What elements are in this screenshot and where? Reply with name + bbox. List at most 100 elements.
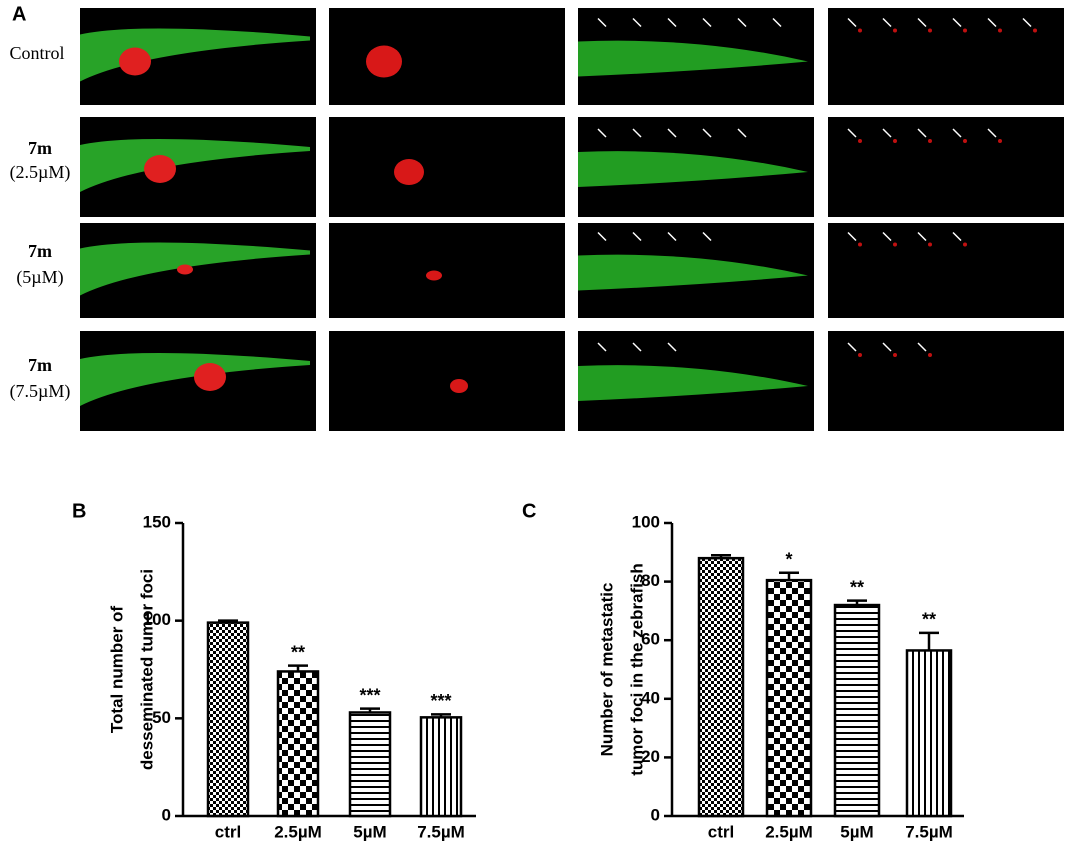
row-label: 7m <box>28 138 52 158</box>
arrow <box>952 128 962 138</box>
arrow <box>917 128 927 138</box>
arrow <box>667 128 677 138</box>
focus <box>998 139 1002 143</box>
significance: ** <box>291 642 305 662</box>
focus <box>893 353 897 357</box>
micrograph <box>828 117 1064 217</box>
arrow <box>702 17 712 28</box>
arrow <box>952 17 962 28</box>
panel-label: B <box>72 500 86 522</box>
arrow <box>667 17 677 28</box>
focus <box>858 242 862 247</box>
bar <box>276 670 320 818</box>
row-label: Control <box>9 43 64 63</box>
bar <box>833 603 881 818</box>
x-tick-label: 2.5µM <box>765 822 813 841</box>
arrow <box>597 17 607 28</box>
x-tick-label: ctrl <box>215 822 241 841</box>
row-dose: (2.5µM) <box>10 162 71 183</box>
tumor <box>394 159 424 185</box>
arrow <box>917 342 927 352</box>
significance: ** <box>850 577 864 597</box>
tail <box>578 365 808 401</box>
arrow <box>737 128 747 138</box>
micrograph <box>329 8 565 105</box>
x-tick-label: 7.5µM <box>905 822 953 841</box>
tumor <box>144 155 176 183</box>
focus <box>928 353 932 357</box>
tumor <box>119 47 151 76</box>
focus <box>928 242 932 247</box>
arrow <box>632 17 642 28</box>
arrow <box>917 17 927 28</box>
arrow <box>882 128 892 138</box>
micrograph <box>329 331 565 431</box>
row-dose: (5µM) <box>16 267 63 288</box>
focus <box>963 28 967 33</box>
arrow <box>882 342 892 352</box>
arrow <box>917 231 927 242</box>
arrow <box>847 17 857 28</box>
tumor <box>366 45 402 78</box>
focus <box>963 139 967 143</box>
row-label: 7m <box>28 241 52 261</box>
arrow <box>1022 17 1032 28</box>
y-tick-label: 100 <box>632 512 660 531</box>
arrow <box>987 17 997 28</box>
arrow <box>737 17 747 28</box>
y-tick-label: 60 <box>641 630 660 649</box>
arrow <box>632 128 642 138</box>
micrograph <box>828 8 1064 105</box>
y-tick-label: 150 <box>143 512 171 531</box>
arrow <box>772 17 782 28</box>
arrow <box>667 342 677 352</box>
focus <box>893 242 897 247</box>
x-tick-label: 5µM <box>353 822 386 841</box>
tumor <box>450 379 468 393</box>
arrow <box>597 128 607 138</box>
micrograph <box>828 331 1064 431</box>
row-label: 7m <box>28 355 52 375</box>
panel-label: C <box>522 500 536 522</box>
arrow <box>952 231 962 242</box>
arrow <box>632 231 642 242</box>
x-tick-label: ctrl <box>708 822 734 841</box>
x-tick-label: 5µM <box>840 822 873 841</box>
fish-body <box>80 352 310 406</box>
tail <box>578 40 808 77</box>
tumor <box>426 270 442 281</box>
micrograph <box>329 117 565 217</box>
arrow <box>597 342 607 352</box>
micrograph <box>329 223 565 318</box>
fish-body <box>80 242 310 296</box>
arrow <box>702 128 712 138</box>
arrow <box>882 231 892 242</box>
bar <box>348 711 392 818</box>
y-tick-label: 0 <box>651 805 660 824</box>
tumor <box>194 363 226 391</box>
y-axis-label: Total number of <box>107 606 126 734</box>
arrow <box>847 342 857 352</box>
arrow <box>667 231 677 242</box>
arrow <box>987 128 997 138</box>
y-axis-label: desseminated tumor foci <box>137 569 156 770</box>
y-tick-label: 0 <box>162 805 171 824</box>
tail <box>578 254 808 291</box>
bar <box>765 578 813 818</box>
tumor <box>177 264 193 275</box>
fish-body <box>80 28 310 82</box>
y-tick-label: 80 <box>641 571 660 590</box>
bar <box>697 556 745 818</box>
significance: *** <box>359 685 380 705</box>
fish-body <box>80 138 310 192</box>
focus <box>893 28 897 33</box>
y-tick-label: 100 <box>143 610 171 629</box>
focus <box>858 28 862 33</box>
x-tick-label: 7.5µM <box>417 822 465 841</box>
focus <box>928 28 932 33</box>
panel-label: A <box>12 3 26 25</box>
tail <box>578 151 808 187</box>
focus <box>858 353 862 357</box>
significance: ** <box>922 610 936 630</box>
